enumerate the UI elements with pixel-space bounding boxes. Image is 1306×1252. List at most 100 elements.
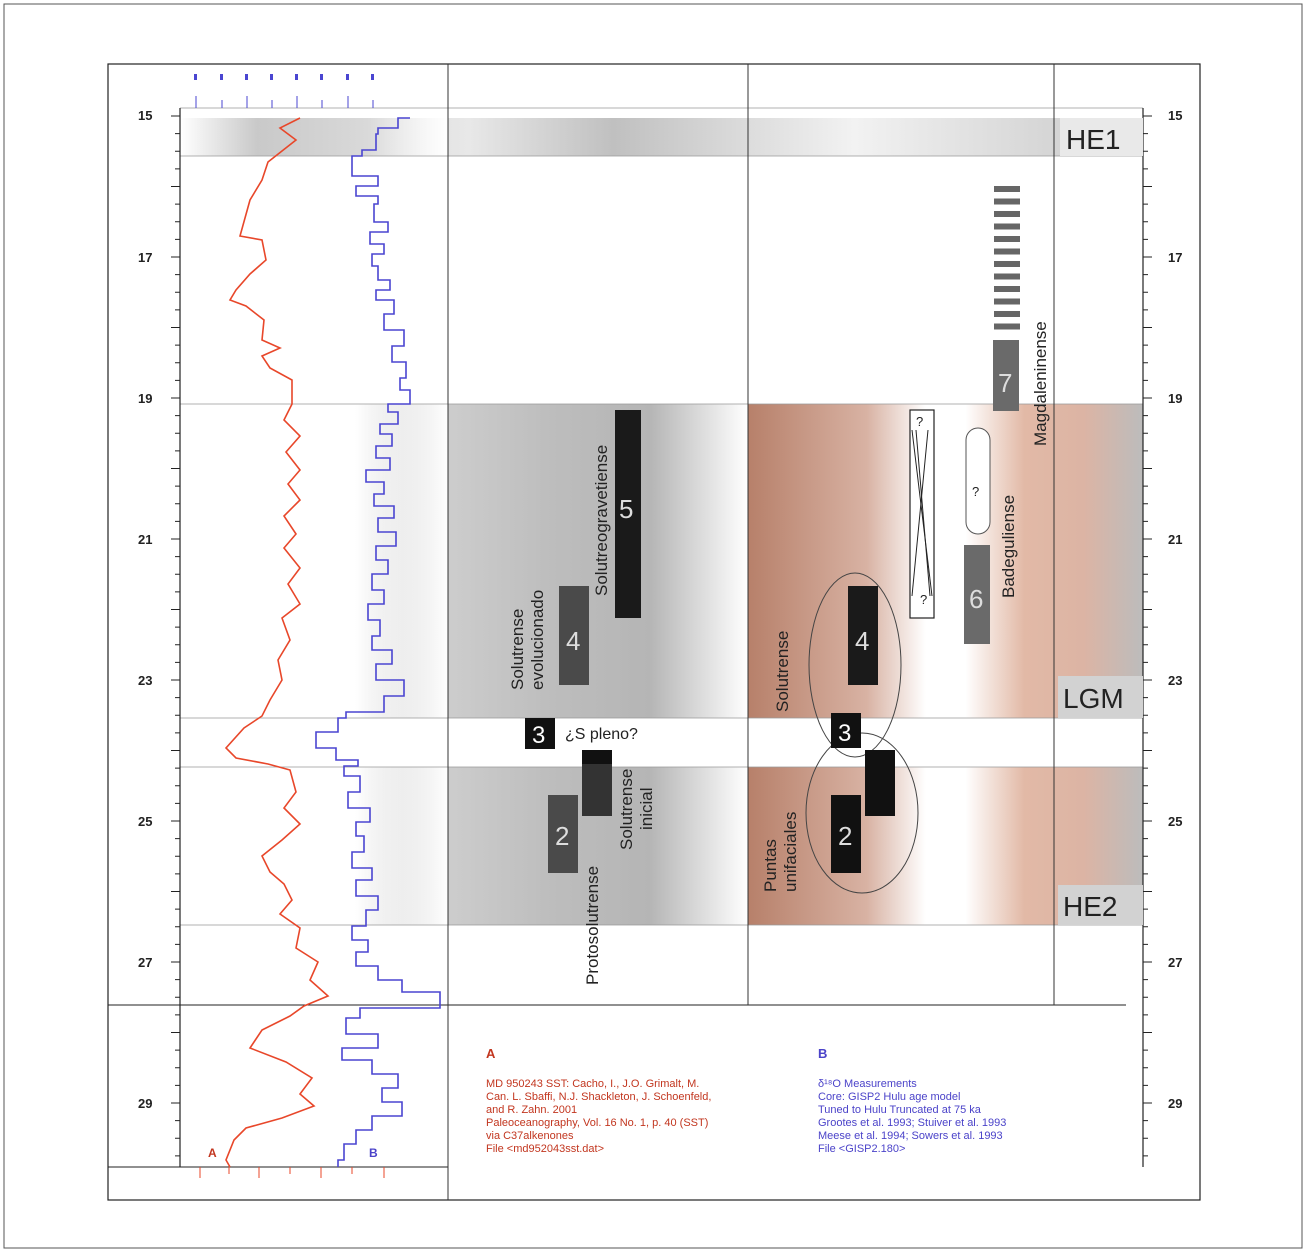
uncertain-hatch bbox=[911, 429, 933, 597]
outer-border bbox=[3, 3, 1303, 1249]
he2-label: HE2 bbox=[1063, 891, 1117, 922]
box-6-badeguliense bbox=[964, 545, 990, 644]
right-axis-ticks bbox=[1143, 115, 1152, 1157]
lgm-brown-band-right bbox=[748, 404, 1143, 718]
tick-label: 23 bbox=[138, 673, 152, 688]
s-pleno-label: ¿S pleno? bbox=[565, 726, 638, 743]
legend-a-line: via C37alkenones bbox=[486, 1130, 574, 1142]
box-3-s-pleno bbox=[525, 718, 555, 749]
tick-label: 25 bbox=[1168, 814, 1182, 829]
tick-label: 21 bbox=[1168, 532, 1182, 547]
magdaleniense-dash bbox=[994, 261, 1020, 267]
box-2-protosolutrense bbox=[548, 795, 578, 873]
legend-b-line: δ¹⁸O Measurements bbox=[818, 1078, 917, 1090]
box-4-number: 4 bbox=[566, 626, 580, 656]
legend-a-title: A bbox=[486, 1046, 496, 1061]
tick-label: 23 bbox=[1168, 673, 1182, 688]
curve-a-label: A bbox=[208, 1146, 217, 1160]
curve-b-label: B bbox=[369, 1146, 378, 1160]
solutrense-inicial-label-1: Solutrense bbox=[617, 769, 636, 850]
tick-label: 15 bbox=[1168, 108, 1182, 123]
he1-label-bg bbox=[1060, 118, 1143, 156]
uncertain-oval bbox=[965, 427, 991, 535]
tick-label: 17 bbox=[1168, 250, 1182, 265]
tick-label: 17 bbox=[138, 250, 152, 265]
legend-b-line: File <GISP2.180> bbox=[818, 1143, 905, 1155]
evolucionado-label: evolucionado bbox=[528, 590, 547, 690]
column-separators bbox=[447, 64, 1055, 1200]
box-5-number: 5 bbox=[619, 494, 633, 524]
he2-label-bg bbox=[1058, 885, 1143, 925]
magdaleniense-label: Magdaleninense bbox=[1031, 321, 1050, 446]
magdaleniense-dash bbox=[994, 211, 1020, 217]
legend-a-line: Paleoceanography, Vol. 16 No. 1, p. 40 (… bbox=[486, 1117, 708, 1129]
box-4-solutrense-evolucionado bbox=[559, 586, 589, 685]
box-3-number: 3 bbox=[532, 722, 545, 749]
curve-fade bbox=[180, 118, 448, 928]
ellipse-lower bbox=[805, 732, 919, 894]
box-2-right-number: 2 bbox=[838, 821, 852, 851]
solutrense-label-a: Solutrense bbox=[508, 609, 527, 690]
legend-b-line: Meese et al. 1994; Sowers et al. 1993 bbox=[818, 1130, 1003, 1142]
bottom-a-scale bbox=[199, 1167, 385, 1178]
magdaleniense-dash bbox=[994, 223, 1020, 230]
tick-label: 29 bbox=[1168, 1096, 1182, 1111]
tick-label: 29 bbox=[138, 1096, 152, 1111]
solutrense-right-label: Solutrense bbox=[773, 631, 792, 712]
magdaleniense-dash bbox=[994, 198, 1020, 205]
box-3-right bbox=[831, 713, 861, 748]
tick-label: 15 bbox=[138, 108, 152, 123]
plot-frame bbox=[107, 63, 1201, 1201]
badeguliense-label: Badeguliense bbox=[999, 495, 1018, 598]
box-solutrense-inicial-top bbox=[582, 750, 612, 764]
legend-a-line: and R. Zahn. 2001 bbox=[486, 1104, 577, 1116]
legend-a-line: Can. L. Sbaffi, N.J. Shackleton, J. Scho… bbox=[486, 1091, 711, 1103]
curve-b-d18o bbox=[315, 117, 441, 1167]
magdaleniense-dash bbox=[994, 236, 1020, 242]
top-b-scale-marks bbox=[194, 74, 374, 80]
box-5-solutreogravetiense bbox=[615, 410, 641, 618]
legend-b-line: Core: GISP2 Hulu age model bbox=[818, 1091, 960, 1103]
he1-label: HE1 bbox=[1066, 124, 1120, 155]
solutrense-inicial-label-2: inicial bbox=[637, 787, 656, 830]
legend-a: A MD 950243 SST: Cacho, I., J.O. Grimalt… bbox=[486, 1046, 711, 1155]
box-2-right bbox=[831, 795, 861, 873]
left-axis-labels: 15 17 19 21 23 25 27 29 bbox=[138, 108, 152, 1111]
top-b-scale bbox=[195, 96, 374, 108]
tick-label: 25 bbox=[138, 814, 152, 829]
tick-label: 19 bbox=[138, 391, 152, 406]
right-axis-labels: 15 17 19 21 23 25 27 29 bbox=[1168, 108, 1182, 1111]
box-4-right-number: 4 bbox=[855, 626, 869, 656]
box-2-number: 2 bbox=[555, 821, 569, 851]
magdaleniense-dash bbox=[994, 311, 1020, 317]
lgm-label-bg bbox=[1058, 676, 1143, 718]
box-6-number: 6 bbox=[969, 584, 983, 614]
magdaleniense-dash bbox=[994, 186, 1020, 192]
legend-a-line: MD 950243 SST: Cacho, I., J.O. Grimalt, … bbox=[486, 1078, 699, 1090]
puntas-label: Puntas bbox=[761, 839, 780, 892]
tick-label: 27 bbox=[1168, 955, 1182, 970]
magdaleniense-dashes bbox=[994, 186, 1020, 330]
tick-label: 19 bbox=[1168, 391, 1182, 406]
question-mark: ? bbox=[920, 592, 927, 607]
legend-b-line: Grootes et al. 1993; Stuiver et al. 1993 bbox=[818, 1117, 1006, 1129]
lgm-label: LGM bbox=[1063, 683, 1124, 714]
tick-label: 21 bbox=[138, 532, 152, 547]
magdaleniense-dash bbox=[994, 298, 1020, 305]
left-axis-ticks bbox=[171, 115, 180, 1157]
magdaleniense-dash bbox=[994, 273, 1020, 280]
uncertain-hatch bbox=[911, 429, 929, 597]
box-puntas-upper bbox=[865, 750, 895, 816]
solutreogravetiense-label: Solutreogravetiense bbox=[592, 445, 611, 596]
magdaleniense-dash bbox=[994, 248, 1020, 255]
box-4-solutrense-right bbox=[848, 586, 878, 685]
question-mark: ? bbox=[916, 414, 923, 429]
guide-lines bbox=[108, 107, 1143, 1168]
box-7-number: 7 bbox=[998, 368, 1012, 398]
legend-b: B δ¹⁸O Measurements Core: GISP2 Hulu age… bbox=[818, 1046, 1006, 1155]
protosolutrense-label: Protosolutrense bbox=[583, 866, 602, 985]
question-mark: ? bbox=[972, 484, 979, 499]
magdaleniense-dash bbox=[994, 323, 1020, 330]
box-3-right-number: 3 bbox=[838, 720, 851, 747]
